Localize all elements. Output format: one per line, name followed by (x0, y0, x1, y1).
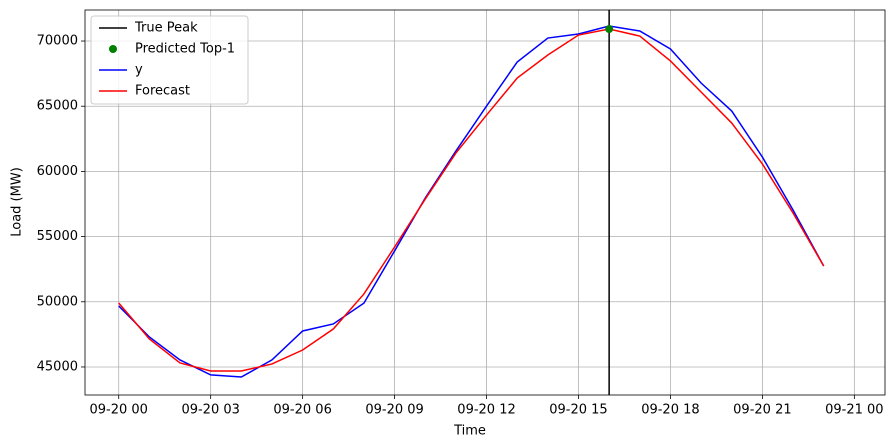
series-line (118, 25, 825, 378)
y-tick-label: 70000 (37, 34, 78, 49)
y-tick-label: 45000 (37, 359, 78, 374)
x-tick-label: 09-20 12 (457, 403, 515, 418)
x-axis-label: Time (453, 424, 486, 439)
y-axis-label: Load (MW) (10, 167, 25, 237)
x-tick-label: 09-20 03 (181, 403, 239, 418)
legend-label: y (135, 63, 143, 78)
predicted-point (605, 25, 614, 34)
series-line (118, 28, 825, 372)
legend-box (90, 15, 249, 105)
legend-label: True Peak (134, 21, 198, 36)
y-tick-label: 65000 (37, 99, 78, 114)
axes-frame (84, 9, 886, 396)
y-tick-label: 50000 (37, 294, 78, 309)
x-tick-label: 09-20 09 (365, 403, 423, 418)
x-tick-label: 09-20 00 (89, 403, 147, 418)
x-tick-label: 09-21 00 (825, 403, 883, 418)
plot-area (118, 25, 825, 378)
x-tick-label: 09-20 18 (641, 403, 699, 418)
y-tick-label: 55000 (37, 229, 78, 244)
x-tick-label: 09-20 15 (549, 403, 607, 418)
x-tick-label: 09-20 06 (273, 403, 331, 418)
legend-label: Predicted Top-1 (135, 42, 235, 57)
legend-label: Forecast (135, 84, 190, 99)
y-tick-label: 60000 (37, 164, 78, 179)
legend-swatch (109, 45, 117, 53)
x-tick-label: 09-20 21 (733, 403, 791, 418)
